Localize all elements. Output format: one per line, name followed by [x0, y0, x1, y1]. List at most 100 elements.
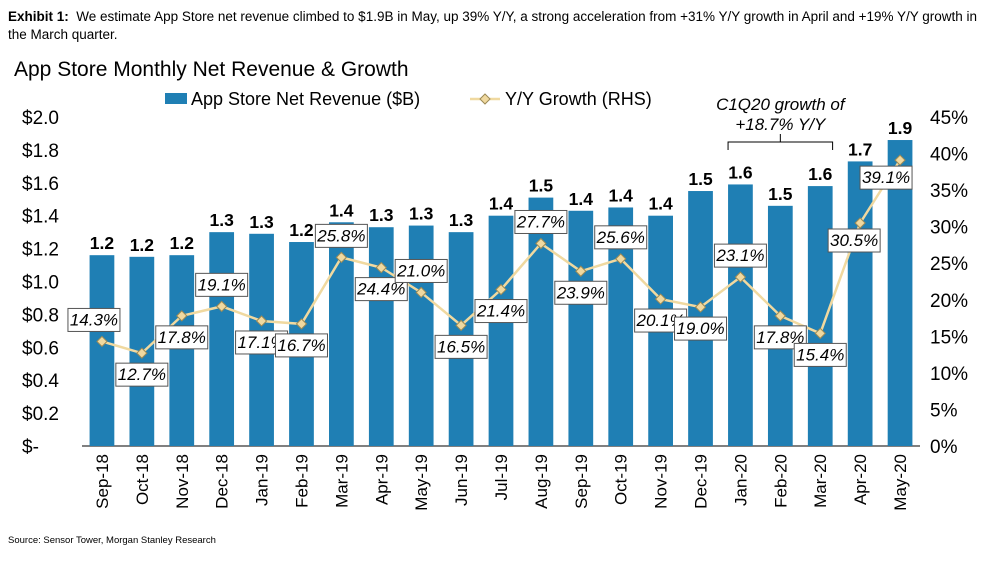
- x-tick-label: Apr-20: [851, 454, 870, 505]
- growth-marker: [176, 310, 188, 322]
- bar-data-label: 1.3: [449, 210, 474, 230]
- growth-data-label: 15.4%: [796, 345, 844, 364]
- exhibit-caption: Exhibit 1: We estimate App Store net rev…: [8, 8, 980, 44]
- bar-data-label: 1.6: [808, 164, 833, 184]
- growth-label-box: [115, 362, 169, 387]
- bar-data-label: 1.2: [170, 233, 195, 253]
- growth-marker: [455, 319, 467, 332]
- x-tick-label: Nov-19: [652, 454, 671, 509]
- growth-label-box: [713, 243, 767, 268]
- growth-data-label: 25.8%: [316, 226, 365, 245]
- x-tick-label: Feb-19: [292, 454, 311, 508]
- growth-label-box: [674, 316, 728, 341]
- y-left-tick-label: $1.0: [22, 273, 59, 294]
- growth-marker: [415, 286, 427, 299]
- growth-marker: [255, 315, 268, 327]
- annotation-line2: +18.7% Y/Y: [735, 115, 827, 134]
- growth-label-box: [67, 307, 121, 332]
- bar: [847, 161, 873, 447]
- growth-marker: [495, 283, 507, 296]
- y-left-tick-label: $1.8: [22, 141, 59, 162]
- exhibit-text: We estimate App Store net revenue climbe…: [8, 9, 978, 42]
- legend-label-growth: Y/Y Growth (RHS): [505, 89, 652, 109]
- bar-data-label: 1.4: [609, 185, 634, 205]
- growth-marker: [295, 318, 308, 330]
- bar: [568, 210, 594, 446]
- growth-label-box: [793, 342, 847, 367]
- growth-marker: [854, 217, 866, 229]
- y-right-tick-label: 15%: [930, 327, 968, 348]
- x-tick-label: Dec-19: [692, 454, 711, 509]
- bar-data-label: 1.7: [848, 139, 872, 159]
- bar: [209, 232, 235, 446]
- x-tick-label: Mar-19: [332, 454, 351, 508]
- y-right-tick-label: 40%: [930, 145, 968, 166]
- bar-data-label: 1.4: [329, 200, 354, 220]
- bar-data-label: 1.4: [489, 194, 514, 214]
- bar-data-label: 1.2: [90, 233, 115, 253]
- bar: [368, 227, 394, 446]
- growth-data-label: 16.7%: [277, 336, 325, 355]
- bar-data-label: 1.3: [409, 204, 434, 224]
- growth-data-label: 19.0%: [676, 319, 724, 338]
- bar-data-label: 1.5: [688, 169, 713, 189]
- bar-data-label: 1.5: [529, 176, 554, 196]
- x-tick-label: Oct-18: [133, 454, 152, 505]
- x-tick-label: Jun-19: [452, 454, 471, 506]
- x-tick-label: May-19: [412, 454, 431, 511]
- x-tick-label: Jan-20: [731, 454, 750, 506]
- x-tick-label: Apr-19: [372, 454, 391, 505]
- chart-title: App Store Monthly Net Revenue & Growth: [14, 58, 409, 81]
- legend-label-revenue: App Store Net Revenue ($B): [191, 89, 420, 109]
- legend-swatch-marker: [479, 93, 491, 105]
- y-right-tick-label: 30%: [930, 218, 968, 239]
- x-tick-label: Feb-20: [771, 454, 790, 508]
- y-left-tick-label: $1.6: [22, 174, 59, 195]
- growth-label-box: [753, 325, 807, 350]
- bar: [169, 255, 195, 446]
- y-left-tick-label: $0.2: [22, 404, 59, 425]
- growth-data-label: 27.7%: [516, 212, 565, 231]
- growth-data-label: 17.8%: [756, 328, 804, 347]
- growth-marker: [335, 251, 348, 264]
- growth-label-box: [274, 333, 328, 358]
- growth-marker: [615, 253, 627, 265]
- growth-data-label: 17.8%: [158, 328, 206, 347]
- y-left-tick-label: $1.4: [22, 207, 59, 228]
- growth-marker: [654, 293, 667, 305]
- y-left-tick-label: $0.6: [22, 338, 59, 359]
- growth-label-box: [827, 228, 881, 253]
- x-tick-label: Sep-18: [93, 454, 112, 509]
- source-note: Source: Sensor Tower, Morgan Stanley Res…: [8, 535, 216, 546]
- growth-data-label: 25.6%: [596, 228, 645, 247]
- bar-data-label: 1.3: [369, 205, 394, 225]
- growth-marker: [215, 300, 228, 313]
- growth-label-box: [859, 165, 913, 190]
- annotation-line1: C1Q20 growth of: [716, 95, 847, 114]
- bar-data-label: 1.6: [728, 162, 753, 182]
- bar: [408, 225, 434, 446]
- y-right-tick-label: 25%: [930, 254, 968, 275]
- growth-label-box: [434, 334, 488, 359]
- x-tick-label: Aug-19: [532, 454, 551, 509]
- growth-label-box: [155, 325, 209, 350]
- bar-data-label: 1.9: [888, 118, 913, 138]
- growth-data-label: 16.5%: [437, 337, 485, 356]
- y-left-tick-label: $0.4: [22, 371, 59, 392]
- y-right-tick-label: 35%: [930, 181, 968, 202]
- growth-label-box: [554, 280, 608, 305]
- x-tick-label: Nov-18: [173, 454, 192, 509]
- bar: [807, 186, 833, 446]
- growth-marker: [575, 265, 587, 277]
- x-tick-label: May-20: [891, 454, 910, 511]
- y-right-tick-label: 0%: [930, 437, 958, 458]
- growth-marker: [774, 310, 787, 322]
- growth-data-label: 12.7%: [118, 365, 166, 384]
- y-right-tick-label: 10%: [930, 364, 968, 385]
- growth-label-box: [514, 209, 568, 234]
- growth-data-label: 19.1%: [198, 275, 246, 294]
- annotation-bracket: [727, 134, 834, 150]
- x-tick-label: Jan-19: [253, 454, 272, 506]
- bar-data-label: 1.2: [289, 220, 314, 240]
- y-right-tick-label: 20%: [930, 291, 968, 312]
